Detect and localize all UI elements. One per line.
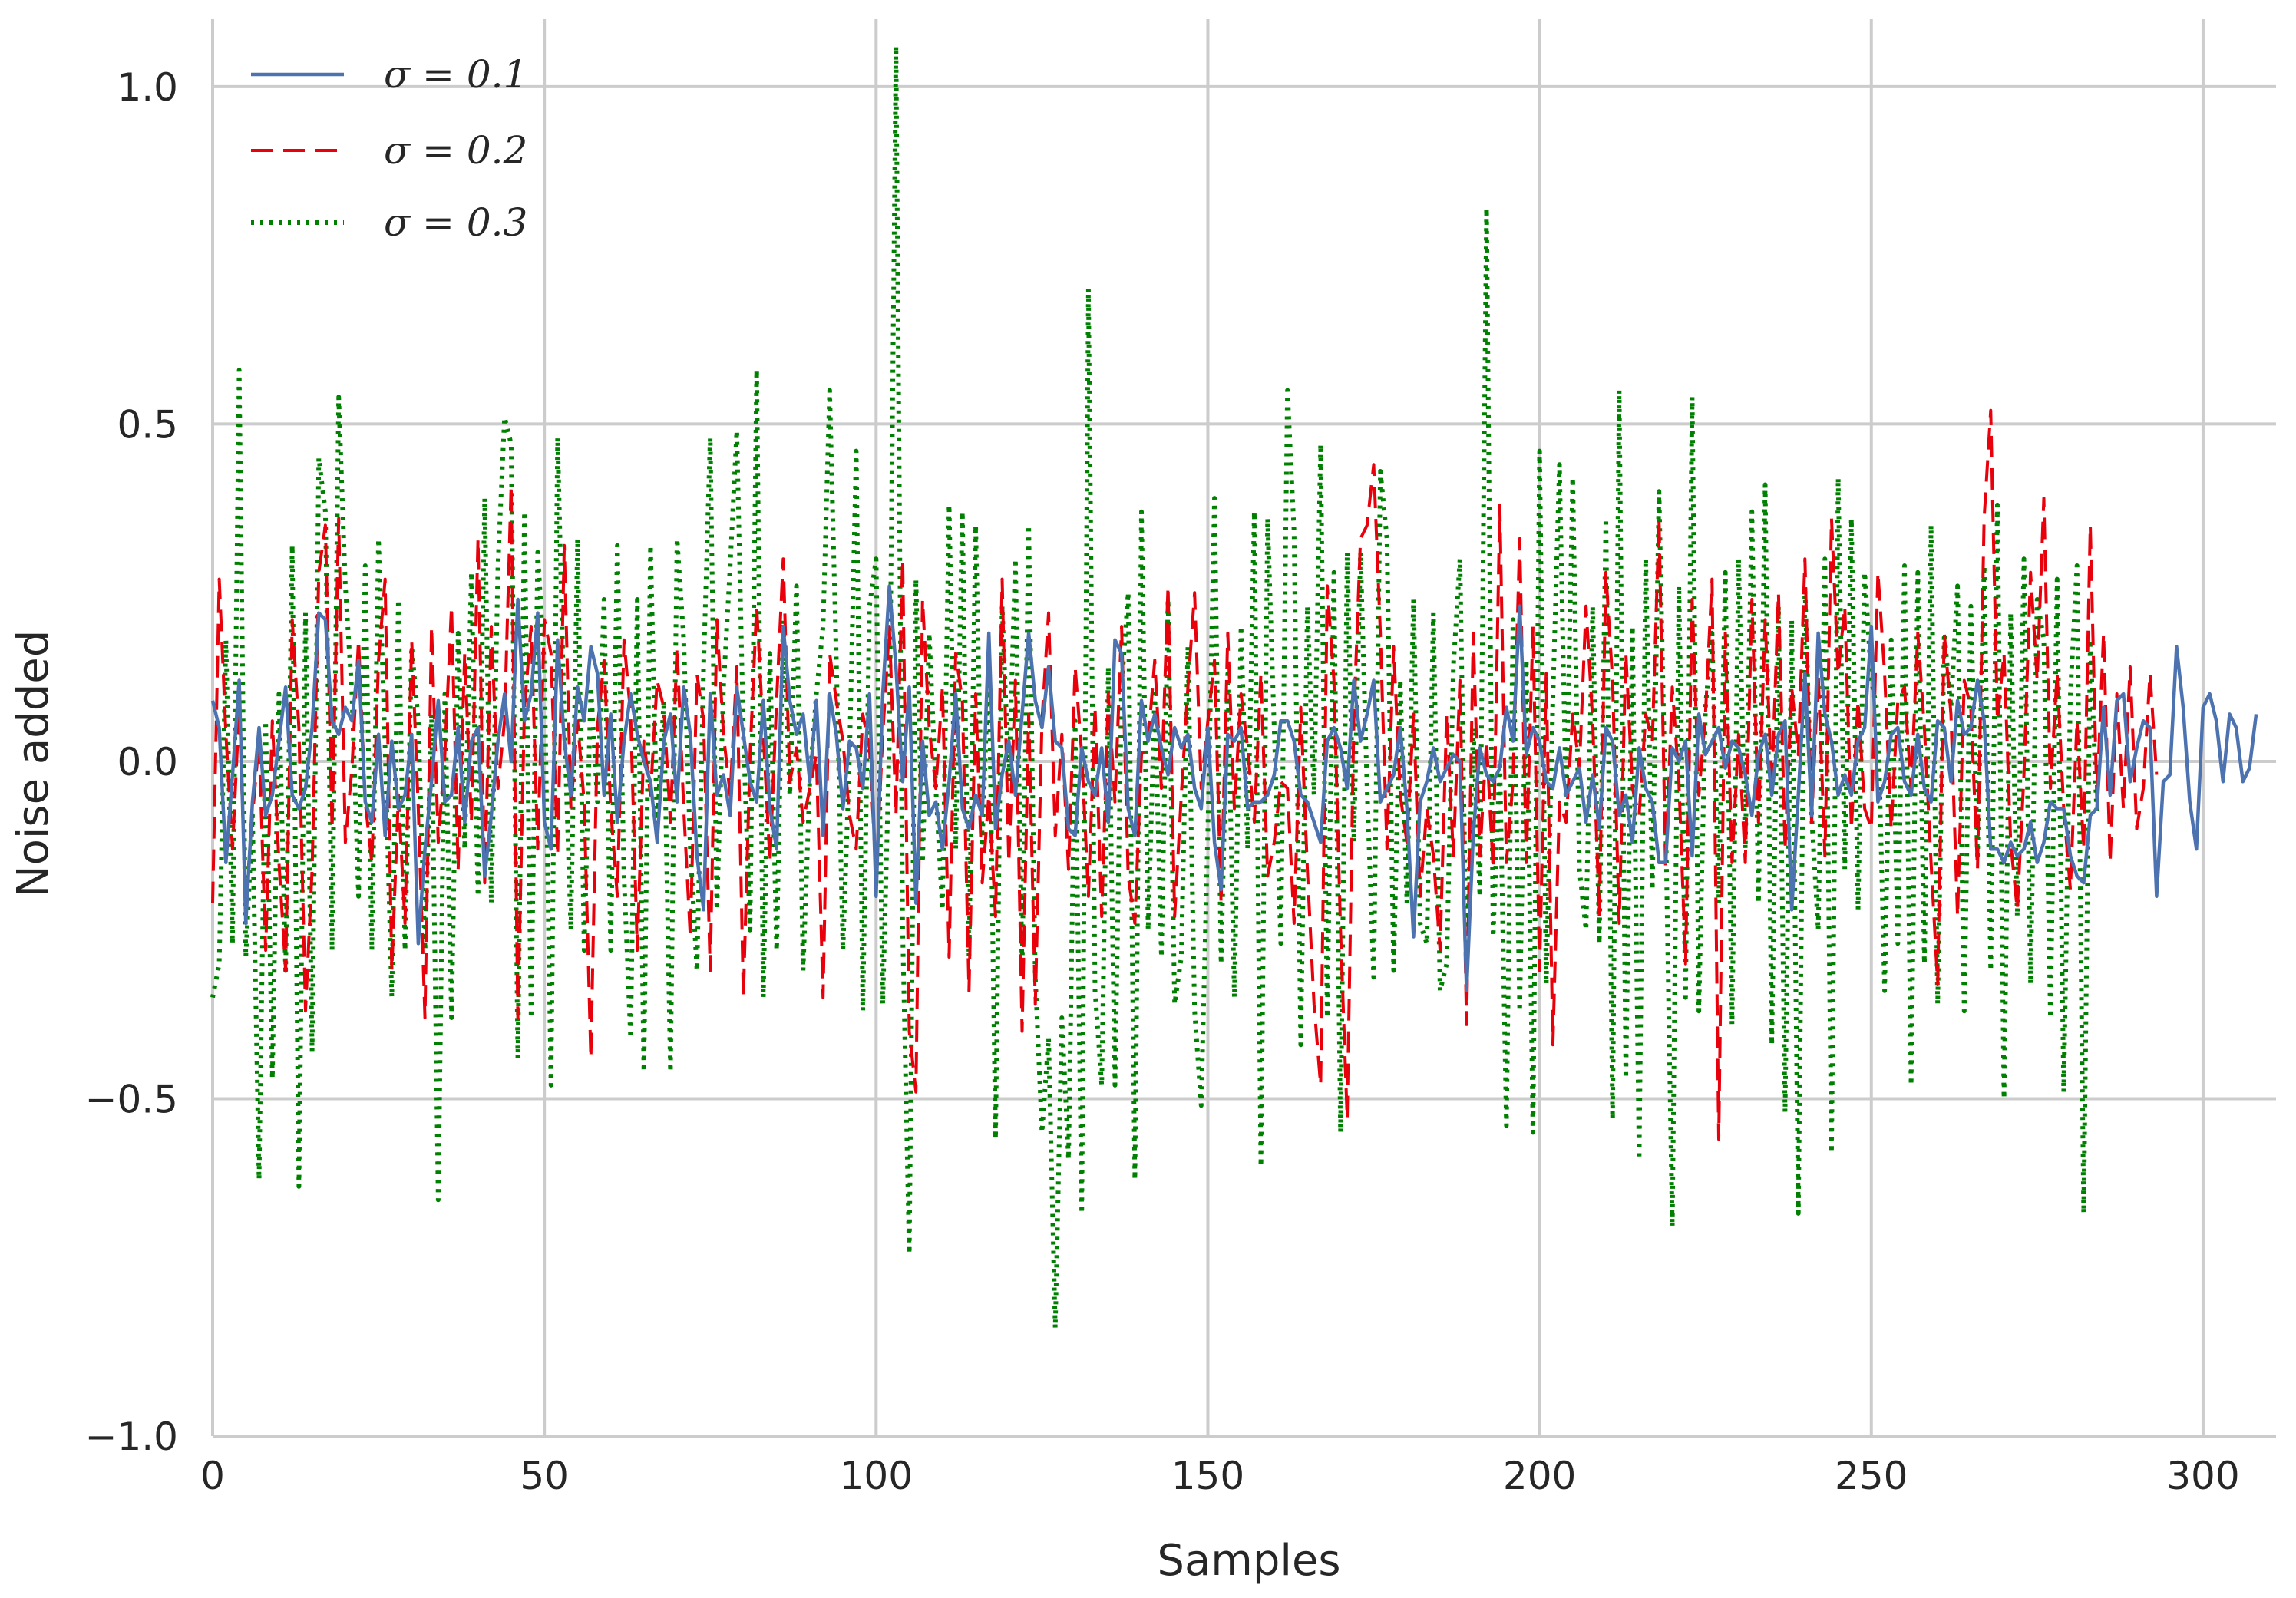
legend-label-1: σ = 0.1 (384, 52, 527, 97)
y-axis-ticks: −1.0 −0.5 0.0 0.5 1.0 (85, 65, 178, 1459)
legend-label-2: σ = 0.2 (384, 128, 527, 173)
legend: σ = 0.1 σ = 0.2 σ = 0.3 (251, 52, 527, 245)
legend-label-3: σ = 0.3 (384, 200, 527, 245)
series-line-1 (210, 584, 2258, 993)
x-tick-label: 0 (200, 1454, 225, 1498)
x-tick-label: 250 (1835, 1454, 1908, 1498)
axis-spines (211, 19, 2276, 1438)
y-tick-label: −0.5 (85, 1077, 178, 1121)
y-tick-label: 0.5 (117, 402, 178, 447)
x-tick-label: 150 (1171, 1454, 1244, 1498)
x-axis-title: Samples (1157, 1536, 1340, 1586)
series-line-3 (210, 44, 2099, 1331)
y-tick-label: 1.0 (117, 65, 178, 110)
series-layer (210, 44, 2258, 1331)
x-tick-label: 300 (2166, 1454, 2239, 1498)
x-tick-label: 100 (840, 1454, 913, 1498)
x-tick-label: 50 (520, 1454, 569, 1498)
y-tick-label: −1.0 (85, 1415, 178, 1459)
x-tick-label: 200 (1503, 1454, 1576, 1498)
y-tick-label: 0.0 (117, 740, 178, 784)
x-axis-ticks: 0 50 100 150 200 250 300 (200, 1454, 2240, 1498)
y-axis-title: Noise added (8, 630, 58, 898)
